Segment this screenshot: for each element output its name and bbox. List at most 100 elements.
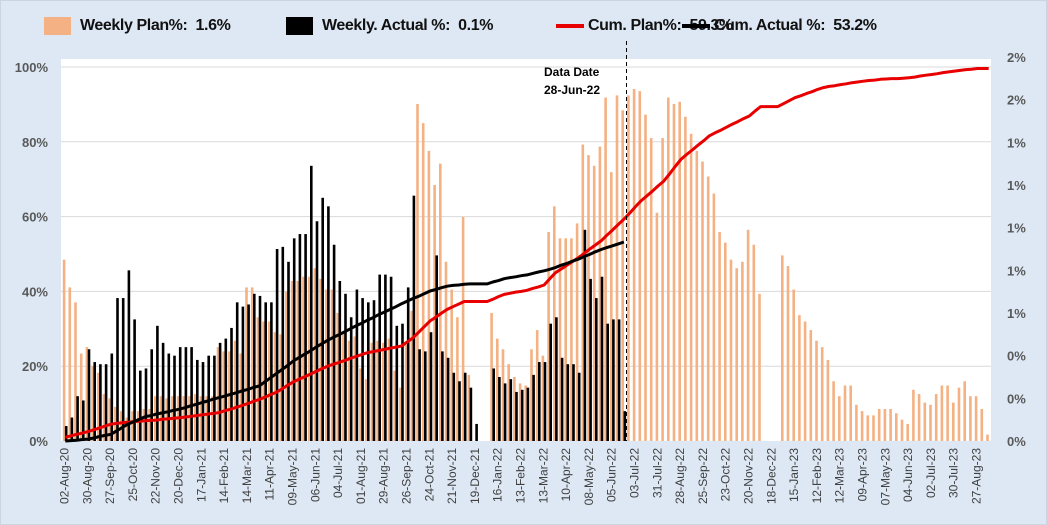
weekly-plan-bar — [952, 402, 955, 441]
weekly-actual-bar — [144, 368, 148, 441]
weekly-actual-bar — [520, 389, 524, 441]
x-axis-tick-label: 26-Sep-21 — [400, 448, 414, 504]
weekly-plan-bar — [256, 317, 260, 441]
weekly-actual-bar — [623, 411, 627, 441]
weekly-actual-bar — [446, 357, 450, 441]
weekly-plan-bar — [724, 242, 727, 441]
weekly-actual-bar — [401, 323, 404, 441]
weekly-actual-bar — [304, 234, 307, 441]
weekly-plan-bar — [199, 396, 203, 441]
weekly-actual-bar — [167, 353, 171, 441]
weekly-plan-bar — [245, 287, 248, 441]
weekly-plan-bar — [604, 97, 607, 442]
x-axis-tick-label: 04-Jun-23 — [901, 448, 915, 502]
weekly-plan-bar — [963, 381, 966, 441]
weekly-plan-bar — [382, 342, 385, 441]
weekly-plan-bar — [125, 417, 129, 441]
weekly-actual-bar — [310, 165, 313, 442]
weekly-actual-bar — [572, 364, 575, 441]
weekly-plan-bar — [934, 394, 938, 441]
weekly-plan-bar — [615, 95, 619, 442]
weekly-plan-bar — [410, 310, 414, 441]
weekly-plan-bar — [154, 396, 157, 441]
weekly-plan-bar — [370, 342, 374, 441]
weekly-plan-bar — [746, 229, 750, 441]
cum-plan-swatch — [556, 24, 584, 28]
weekly-plan-bar — [427, 150, 431, 441]
weekly-plan-bar — [553, 206, 556, 441]
weekly-plan-bar — [496, 338, 499, 441]
weekly-plan-bar — [558, 238, 562, 441]
weekly-actual-bar — [532, 374, 535, 441]
weekly-plan-bar — [900, 419, 904, 441]
weekly-plan-bar — [547, 231, 550, 441]
weekly-plan-bar — [347, 340, 351, 441]
weekly-plan-bar — [855, 404, 858, 441]
left-axis-tick-label: 100% — [15, 60, 49, 75]
weekly-plan-bar — [273, 332, 277, 441]
weekly-actual-bar — [161, 342, 165, 441]
weekly-plan-bar — [279, 334, 282, 441]
weekly-actual-bar — [361, 298, 364, 441]
weekly-actual-bar — [600, 276, 604, 441]
weekly-plan-bar — [575, 223, 579, 441]
weekly-plan-bar — [342, 332, 345, 441]
x-axis-tick-label: 02-Jul-23 — [924, 448, 938, 498]
weekly-actual-bar — [287, 261, 290, 441]
weekly-plan-bar — [832, 381, 835, 441]
right-axis-tick-label: 1% — [1007, 306, 1026, 321]
weekly-plan-bar — [798, 315, 801, 441]
weekly-actual-bar — [184, 347, 188, 441]
weekly-actual-bar — [367, 302, 370, 441]
weekly-plan-bar — [250, 287, 254, 441]
weekly-plan-bar — [399, 387, 402, 441]
legend-weekly-actual-label: Weekly. Actual %: 0.1% — [322, 17, 494, 34]
x-axis-tick-label: 13-Feb-22 — [514, 448, 528, 504]
weekly-plan-bar — [450, 289, 453, 441]
right-axis-tick-label: 0% — [1007, 349, 1026, 364]
legend-cum-plan: Cum. Plan%: 59.3% — [556, 13, 733, 39]
weekly-actual-bar — [441, 351, 444, 441]
weekly-plan-bar — [62, 259, 66, 441]
x-axis-tick-label: 03-Jul-22 — [628, 448, 642, 498]
data-date-value: 28-Jun-22 — [544, 83, 601, 97]
weekly-plan-bar — [501, 349, 505, 441]
weekly-plan-bar — [809, 330, 813, 441]
weekly-actual-bar — [82, 400, 85, 441]
weekly-actual-bar — [64, 426, 68, 441]
weekly-plan-bar — [820, 347, 824, 441]
weekly-plan-bar — [268, 321, 271, 441]
weekly-actual-bar — [315, 221, 319, 441]
weekly-plan-bar — [307, 276, 311, 441]
weekly-actual-bar — [475, 423, 478, 441]
weekly-plan-bar — [752, 244, 756, 441]
weekly-plan-bar — [838, 396, 841, 441]
weekly-plan-bar — [627, 95, 630, 442]
weekly-plan-bar — [826, 359, 830, 441]
x-axis-tick-label: 16-Jan-22 — [491, 448, 505, 502]
x-axis-tick-label: 14-Feb-21 — [217, 448, 231, 504]
weekly-plan-bar — [917, 394, 921, 441]
weekly-actual-bar — [253, 293, 256, 441]
weekly-actual-bar — [384, 274, 387, 441]
weekly-plan-bar — [85, 347, 89, 441]
weekly-plan-bar — [621, 110, 624, 441]
weekly-plan-bar — [421, 123, 425, 441]
weekly-actual-bar — [190, 347, 193, 441]
weekly-actual-bar — [104, 364, 108, 441]
weekly-plan-bar — [239, 353, 243, 441]
weekly-actual-bar — [612, 319, 615, 441]
x-axis-tick-label: 20-Dec-20 — [172, 448, 186, 504]
weekly-actual-bar — [230, 327, 233, 441]
weekly-actual-bar — [281, 246, 285, 441]
x-axis-tick-label: 17-Jan-21 — [194, 448, 208, 502]
right-axis-tick-label: 2% — [1007, 93, 1026, 108]
weekly-plan-bar — [461, 217, 465, 441]
right-axis-tick-label: 0% — [1007, 434, 1026, 449]
x-axis-tick-label: 28-Aug-22 — [673, 448, 687, 504]
weekly-plan-bar — [570, 238, 573, 441]
cum-actual-line — [65, 240, 625, 443]
legend-cum-actual-label: Cum. Actual %: 53.2% — [714, 17, 877, 34]
weekly-plan-bar — [439, 163, 442, 441]
